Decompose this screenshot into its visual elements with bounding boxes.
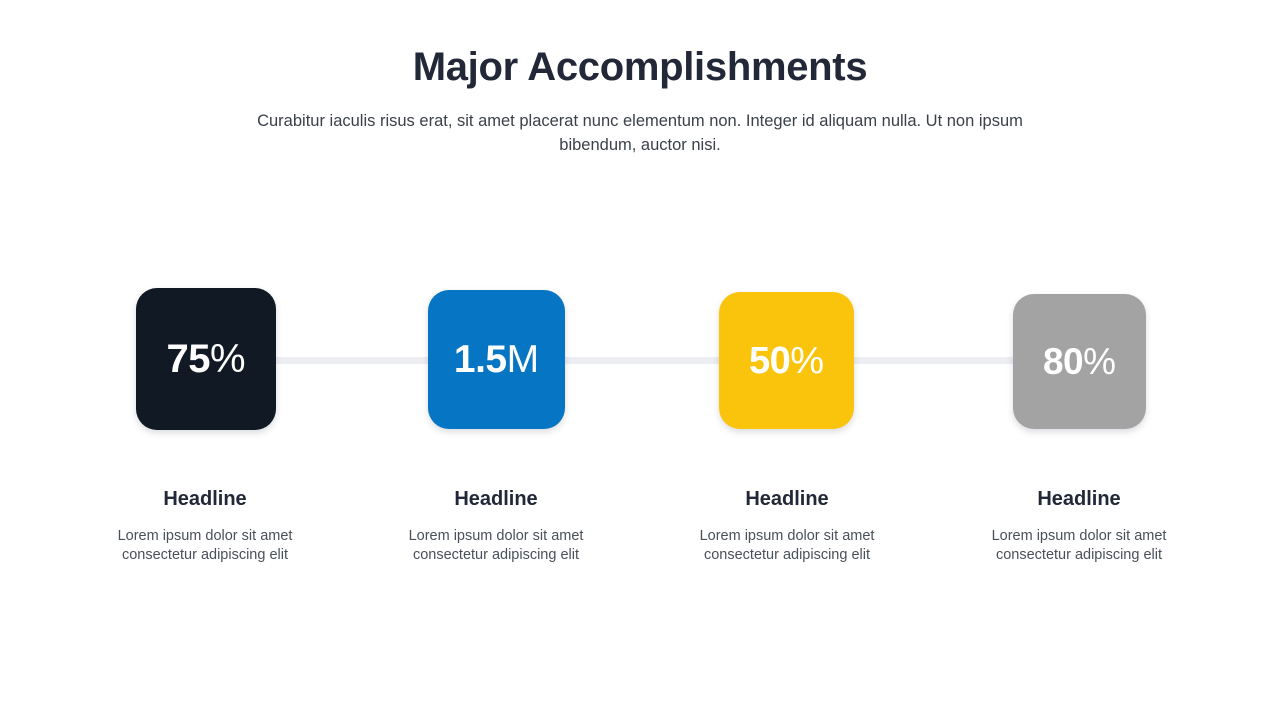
stat-number-4: 80 [1042, 341, 1084, 382]
page-title: Major Accomplishments [412, 45, 868, 89]
stat-suffix-1: % [209, 337, 246, 381]
stat-item-1: 75% [136, 288, 276, 430]
stat-item-4: 80% [1013, 294, 1146, 429]
stat-item-3: 50% [719, 292, 854, 429]
slide-header: Major Accomplishments Curabitur iaculis … [0, 44, 1280, 158]
stat-suffix-4: % [1083, 341, 1117, 382]
caption-headline-2: Headline [454, 488, 538, 510]
stat-value-2: 1.5M [454, 340, 539, 379]
stat-card-3[interactable]: 50% [719, 292, 854, 429]
stat-number-2: 1.5 [453, 338, 507, 381]
stat-number-3: 50 [748, 339, 791, 382]
stat-card-2[interactable]: 1.5M [428, 290, 565, 429]
slide-subtitle: Curabitur iaculis risus erat, sit amet p… [257, 112, 1023, 154]
stat-suffix-3: % [790, 339, 825, 382]
stat-caption-3: Headline Lorem ipsum dolor sit amet conse… [688, 487, 886, 565]
stat-value-1: 75% [166, 339, 245, 379]
stat-caption-1: Headline Lorem ipsum dolor sit amet conse… [106, 487, 304, 565]
stat-card-1[interactable]: 75% [136, 288, 276, 430]
caption-headline-4: Headline [1037, 488, 1121, 510]
stat-caption-2: Headline Lorem ipsum dolor sit amet conse… [397, 487, 595, 565]
stat-cards-row: 75% 1.5M 50% 80% [0, 284, 1280, 444]
caption-headline-1: Headline [163, 488, 247, 510]
caption-body-4: Lorem ipsum dolor sit amet consectetur a… [991, 528, 1167, 564]
stat-card-4[interactable]: 80% [1013, 294, 1146, 429]
stat-item-2: 1.5M [428, 290, 565, 429]
stat-value-3: 50% [749, 342, 824, 380]
caption-body-1: Lorem ipsum dolor sit amet consectetur a… [117, 528, 293, 564]
caption-headline-3: Headline [745, 488, 829, 510]
timeline-connector-line [136, 357, 1146, 364]
stat-suffix-2: M [506, 338, 540, 381]
stat-caption-4: Headline Lorem ipsum dolor sit amet conse… [980, 487, 1178, 565]
caption-body-2: Lorem ipsum dolor sit amet consectetur a… [408, 528, 584, 564]
stat-number-1: 75 [166, 337, 210, 381]
stat-value-4: 80% [1043, 343, 1116, 380]
caption-body-3: Lorem ipsum dolor sit amet consectetur a… [699, 528, 875, 564]
